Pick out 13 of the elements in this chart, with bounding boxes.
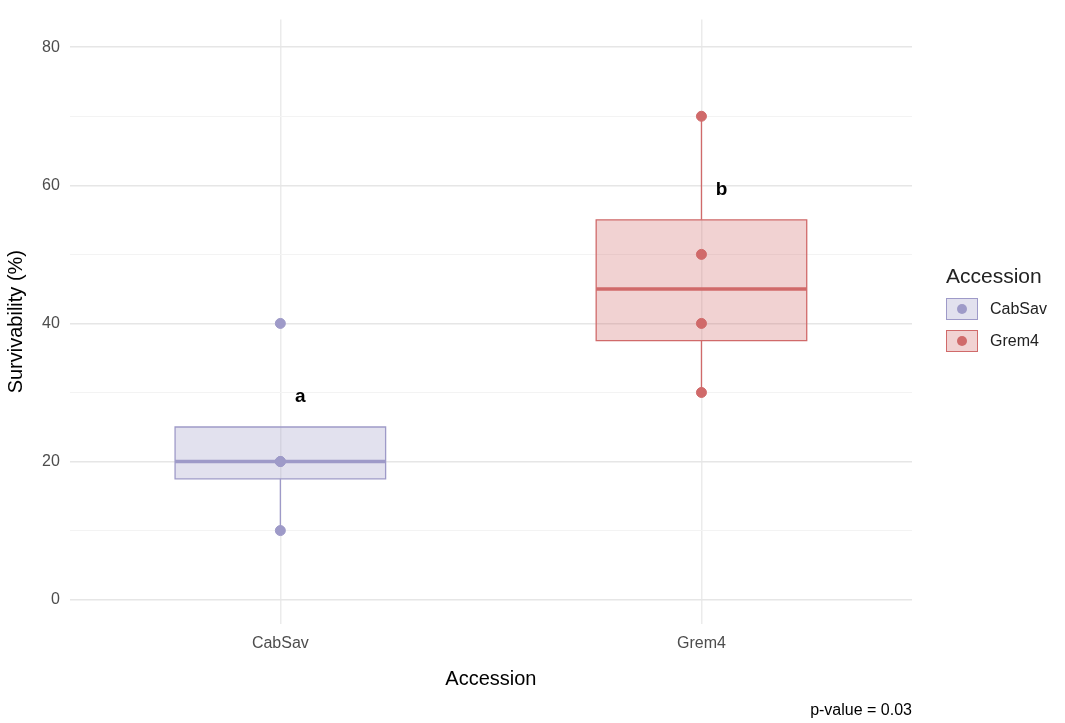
legend-title: Accession [445,666,537,689]
text: p-value = 0.03 [810,701,913,719]
annotation: b [715,178,728,200]
y-tick-label: 0 [50,590,60,608]
y-axis-title: Survivability (%) [3,250,26,394]
legend-label: Grem4 [990,332,1039,350]
y-tick-label: 60 [42,175,60,193]
x-axis-title: Accession [946,264,1043,288]
y-tick-label: 40 [42,313,60,331]
y-tick-label: 80 [42,37,60,55]
legend-label: CabSav [990,300,1047,318]
y-tick-label: 20 [42,451,60,469]
annotation: a [295,385,307,407]
